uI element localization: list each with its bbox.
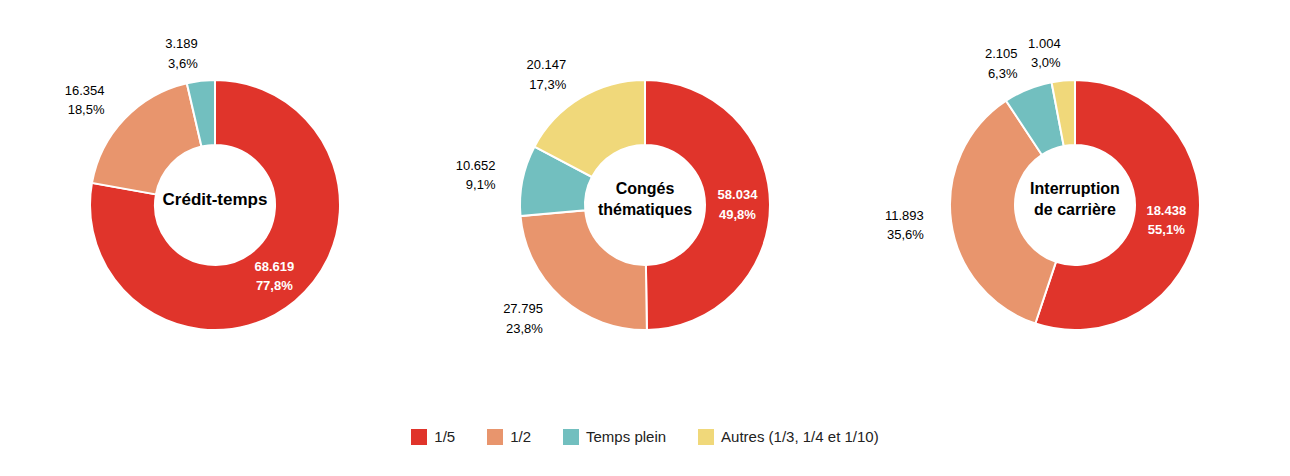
legend-item: 1/5 bbox=[411, 428, 455, 445]
slice-label: 58.034 49,8% bbox=[718, 187, 759, 222]
chart-title: Congés thématiques bbox=[598, 180, 692, 218]
value-label: 68.619 bbox=[254, 259, 294, 274]
title-line: Congés bbox=[616, 180, 675, 197]
percentage-label: 6,3% bbox=[988, 66, 1018, 81]
legend-swatch bbox=[411, 429, 427, 445]
legend-item: Autres (1/3, 1/4 et 1/10) bbox=[698, 428, 879, 445]
value-label: 10.652 bbox=[456, 158, 496, 173]
legend-label: Temps plein bbox=[586, 428, 666, 445]
percentage-label: 9,1% bbox=[466, 177, 496, 192]
percentage-label: 49,8% bbox=[719, 207, 756, 222]
value-label: 11.893 bbox=[885, 208, 924, 223]
slice-label: 11.893 35,6% bbox=[885, 208, 924, 243]
chart-title: Interruption de carrière bbox=[1030, 180, 1120, 218]
legend-label: 1/2 bbox=[510, 428, 531, 445]
legend-label: 1/5 bbox=[434, 428, 455, 445]
value-label: 20.147 bbox=[526, 57, 566, 72]
title-line: de carrière bbox=[1034, 201, 1116, 218]
chart-area: 68.619 77,8% 16.354 18,5% 3.189 3,6% Crédit-te… bbox=[0, 0, 1290, 420]
donut-slice bbox=[90, 80, 340, 330]
percentage-label: 17,3% bbox=[529, 77, 566, 92]
slice-label: 1.004 3,0% bbox=[1028, 36, 1061, 71]
percentage-label: 18,5% bbox=[68, 102, 105, 117]
donut-slice bbox=[92, 83, 202, 194]
title-line: thématiques bbox=[598, 201, 692, 218]
percentage-label: 3,6% bbox=[168, 56, 198, 71]
legend-item: Temps plein bbox=[563, 428, 666, 445]
value-label: 58.034 bbox=[718, 187, 759, 202]
legend-label: Autres (1/3, 1/4 et 1/10) bbox=[721, 428, 879, 445]
donut-chart: 18.438 55,1% 11.893 35,6% 2.105 6,3% 1.004 3,0%… bbox=[885, 36, 1200, 330]
slice-label: 18.438 55,1% bbox=[1146, 203, 1186, 238]
slices bbox=[520, 80, 770, 330]
value-label: 1.004 bbox=[1028, 36, 1061, 51]
percentage-label: 77,8% bbox=[256, 278, 293, 293]
data-labels: 18.438 55,1% 11.893 35,6% 2.105 6,3% 1.004 3,0% bbox=[885, 36, 1186, 242]
donut-chart: 68.619 77,8% 16.354 18,5% 3.189 3,6% Crédit-te… bbox=[65, 36, 340, 330]
legend-swatch bbox=[487, 429, 503, 445]
slice-label: 20.147 17,3% bbox=[526, 57, 566, 92]
legend: 1/5 1/2 Temps plein Autres (1/3, 1/4 et 1/1… bbox=[0, 428, 1290, 445]
value-label: 3.189 bbox=[165, 36, 198, 51]
value-label: 27.795 bbox=[503, 301, 543, 316]
legend-swatch bbox=[698, 429, 714, 445]
percentage-label: 23,8% bbox=[506, 321, 543, 336]
slice-label: 16.354 18,5% bbox=[65, 83, 105, 118]
chart-title: Crédit-temps bbox=[163, 189, 268, 208]
percentage-label: 3,0% bbox=[1031, 55, 1061, 70]
value-label: 16.354 bbox=[65, 83, 105, 98]
donut-slice bbox=[534, 80, 645, 177]
data-labels: 58.034 49,8% 27.795 23,8% 10.652 9,1% 20.147 17… bbox=[456, 57, 758, 335]
slices bbox=[950, 80, 1200, 330]
percentage-label: 35,6% bbox=[887, 227, 924, 242]
slice-label: 10.652 9,1% bbox=[456, 158, 496, 193]
slice-label: 3.189 3,6% bbox=[165, 36, 198, 70]
value-label: 18.438 bbox=[1146, 203, 1186, 218]
value-label: 2.105 bbox=[985, 46, 1018, 61]
donut-chart: 58.034 49,8% 27.795 23,8% 10.652 9,1% 20.147 17… bbox=[456, 57, 770, 335]
data-labels: 68.619 77,8% 16.354 18,5% 3.189 3,6% bbox=[65, 36, 294, 293]
percentage-label: 55,1% bbox=[1148, 222, 1185, 237]
title-line: Crédit-temps bbox=[163, 189, 268, 208]
title-line: Interruption bbox=[1030, 180, 1120, 197]
legend-item: 1/2 bbox=[487, 428, 531, 445]
slices bbox=[90, 80, 340, 330]
slice-label: 68.619 77,8% bbox=[254, 259, 294, 294]
donut-slice bbox=[187, 80, 215, 147]
slice-label: 27.795 23,8% bbox=[503, 301, 543, 336]
legend-swatch bbox=[563, 429, 579, 445]
slice-label: 2.105 6,3% bbox=[985, 46, 1018, 81]
donut-slice bbox=[1052, 80, 1075, 146]
